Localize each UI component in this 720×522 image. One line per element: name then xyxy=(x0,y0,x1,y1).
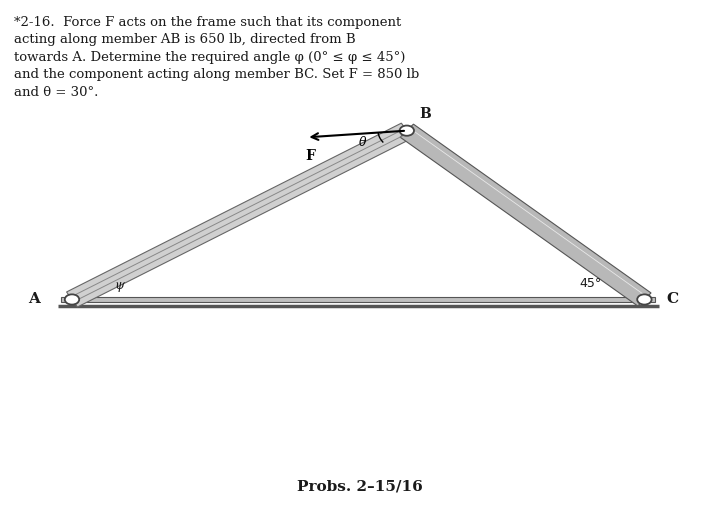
Text: F: F xyxy=(305,149,315,163)
Text: A: A xyxy=(28,292,40,306)
Text: Probs. 2–15/16: Probs. 2–15/16 xyxy=(297,479,423,493)
Text: B: B xyxy=(420,108,431,122)
Polygon shape xyxy=(400,124,651,306)
Text: ψ: ψ xyxy=(114,279,124,292)
Polygon shape xyxy=(61,296,655,302)
Text: 45°: 45° xyxy=(580,277,601,290)
Text: C: C xyxy=(666,292,678,306)
Text: θ: θ xyxy=(359,136,366,149)
Circle shape xyxy=(65,294,79,305)
Text: *2-16.  Force F acts on the frame such that its component
acting along member AB: *2-16. Force F acts on the frame such th… xyxy=(14,16,420,99)
Circle shape xyxy=(637,294,652,305)
Polygon shape xyxy=(66,123,413,307)
Circle shape xyxy=(400,125,414,136)
